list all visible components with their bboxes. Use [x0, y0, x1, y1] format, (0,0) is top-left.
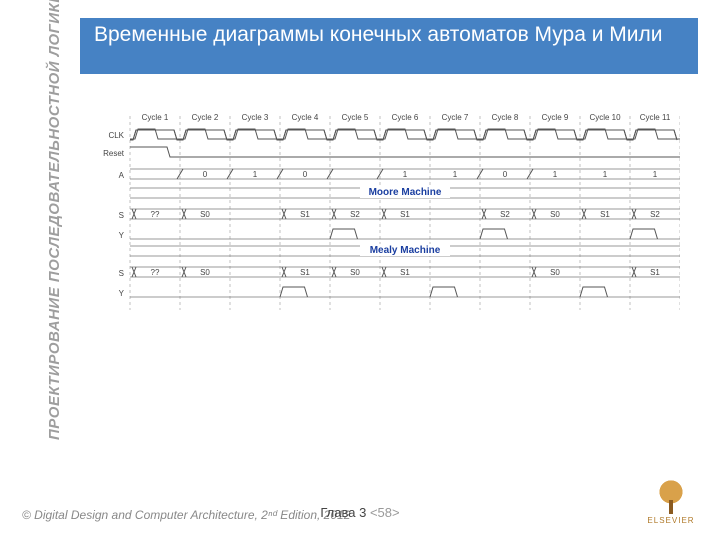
svg-text:S1: S1 — [650, 268, 660, 277]
svg-text:S1: S1 — [400, 210, 410, 219]
svg-text:Cycle 11: Cycle 11 — [640, 113, 671, 122]
svg-text:1: 1 — [603, 170, 608, 179]
svg-text:S1: S1 — [600, 210, 610, 219]
svg-text:0: 0 — [303, 170, 308, 179]
svg-text:1: 1 — [553, 170, 558, 179]
svg-text:S0: S0 — [200, 210, 210, 219]
svg-text:Moore Machine: Moore Machine — [369, 187, 442, 198]
slide-number: <58> — [370, 505, 400, 520]
svg-text:Cycle 6: Cycle 6 — [392, 113, 419, 122]
svg-text:S0: S0 — [200, 268, 210, 277]
svg-text:Reset: Reset — [103, 149, 125, 158]
svg-text:??: ?? — [151, 210, 160, 219]
svg-text:Cycle 9: Cycle 9 — [542, 113, 569, 122]
svg-text:S0: S0 — [550, 210, 560, 219]
svg-text:S: S — [119, 211, 124, 220]
svg-text:1: 1 — [653, 170, 658, 179]
svg-text:CLK: CLK — [108, 131, 124, 140]
svg-text:Cycle 8: Cycle 8 — [492, 113, 519, 122]
svg-text:Cycle 3: Cycle 3 — [242, 113, 269, 122]
svg-text:S: S — [119, 269, 124, 278]
svg-text:0: 0 — [203, 170, 208, 179]
svg-text:1: 1 — [453, 170, 458, 179]
svg-text:??: ?? — [151, 268, 160, 277]
svg-text:S0: S0 — [550, 268, 560, 277]
timing-diagram: Cycle 1 Cycle 2 Cycle 3 Cycle 4 Cycle 5 Cycle… — [90, 110, 680, 340]
svg-text:Cycle 2: Cycle 2 — [192, 113, 219, 122]
svg-text:S0: S0 — [350, 268, 360, 277]
svg-text:Mealy Machine: Mealy Machine — [370, 245, 441, 256]
svg-text:1: 1 — [403, 170, 408, 179]
tree-icon — [653, 480, 689, 514]
svg-text:S1: S1 — [300, 268, 310, 277]
svg-text:Y: Y — [119, 231, 125, 240]
svg-text:Cycle 7: Cycle 7 — [442, 113, 469, 122]
svg-text:1: 1 — [253, 170, 258, 179]
timing-svg: Cycle 1 Cycle 2 Cycle 3 Cycle 4 Cycle 5 Cycle… — [90, 110, 680, 340]
publisher-logo: ELSEVIER — [644, 480, 698, 526]
svg-text:S2: S2 — [350, 210, 360, 219]
footer: © Digital Design and Computer Architectu… — [0, 500, 720, 526]
svg-text:S1: S1 — [400, 268, 410, 277]
svg-text:Cycle 10: Cycle 10 — [589, 113, 621, 122]
slide-title: Временные диаграммы конечных автоматов М… — [80, 18, 698, 74]
svg-text:Y: Y — [119, 289, 125, 298]
svg-text:Cycle 4: Cycle 4 — [292, 113, 319, 122]
svg-text:Cycle 5: Cycle 5 — [342, 113, 369, 122]
chapter-text: Глава 3 — [320, 505, 366, 520]
svg-text:Cycle 1: Cycle 1 — [142, 113, 169, 122]
svg-text:0: 0 — [503, 170, 508, 179]
copyright: © Digital Design and Computer Architectu… — [22, 508, 350, 522]
svg-text:A: A — [119, 171, 125, 180]
svg-text:S1: S1 — [300, 210, 310, 219]
chapter-label: Глава 3 <58> — [320, 505, 399, 520]
svg-text:S2: S2 — [650, 210, 660, 219]
svg-text:S2: S2 — [500, 210, 510, 219]
publisher-name: ELSEVIER — [644, 516, 698, 525]
